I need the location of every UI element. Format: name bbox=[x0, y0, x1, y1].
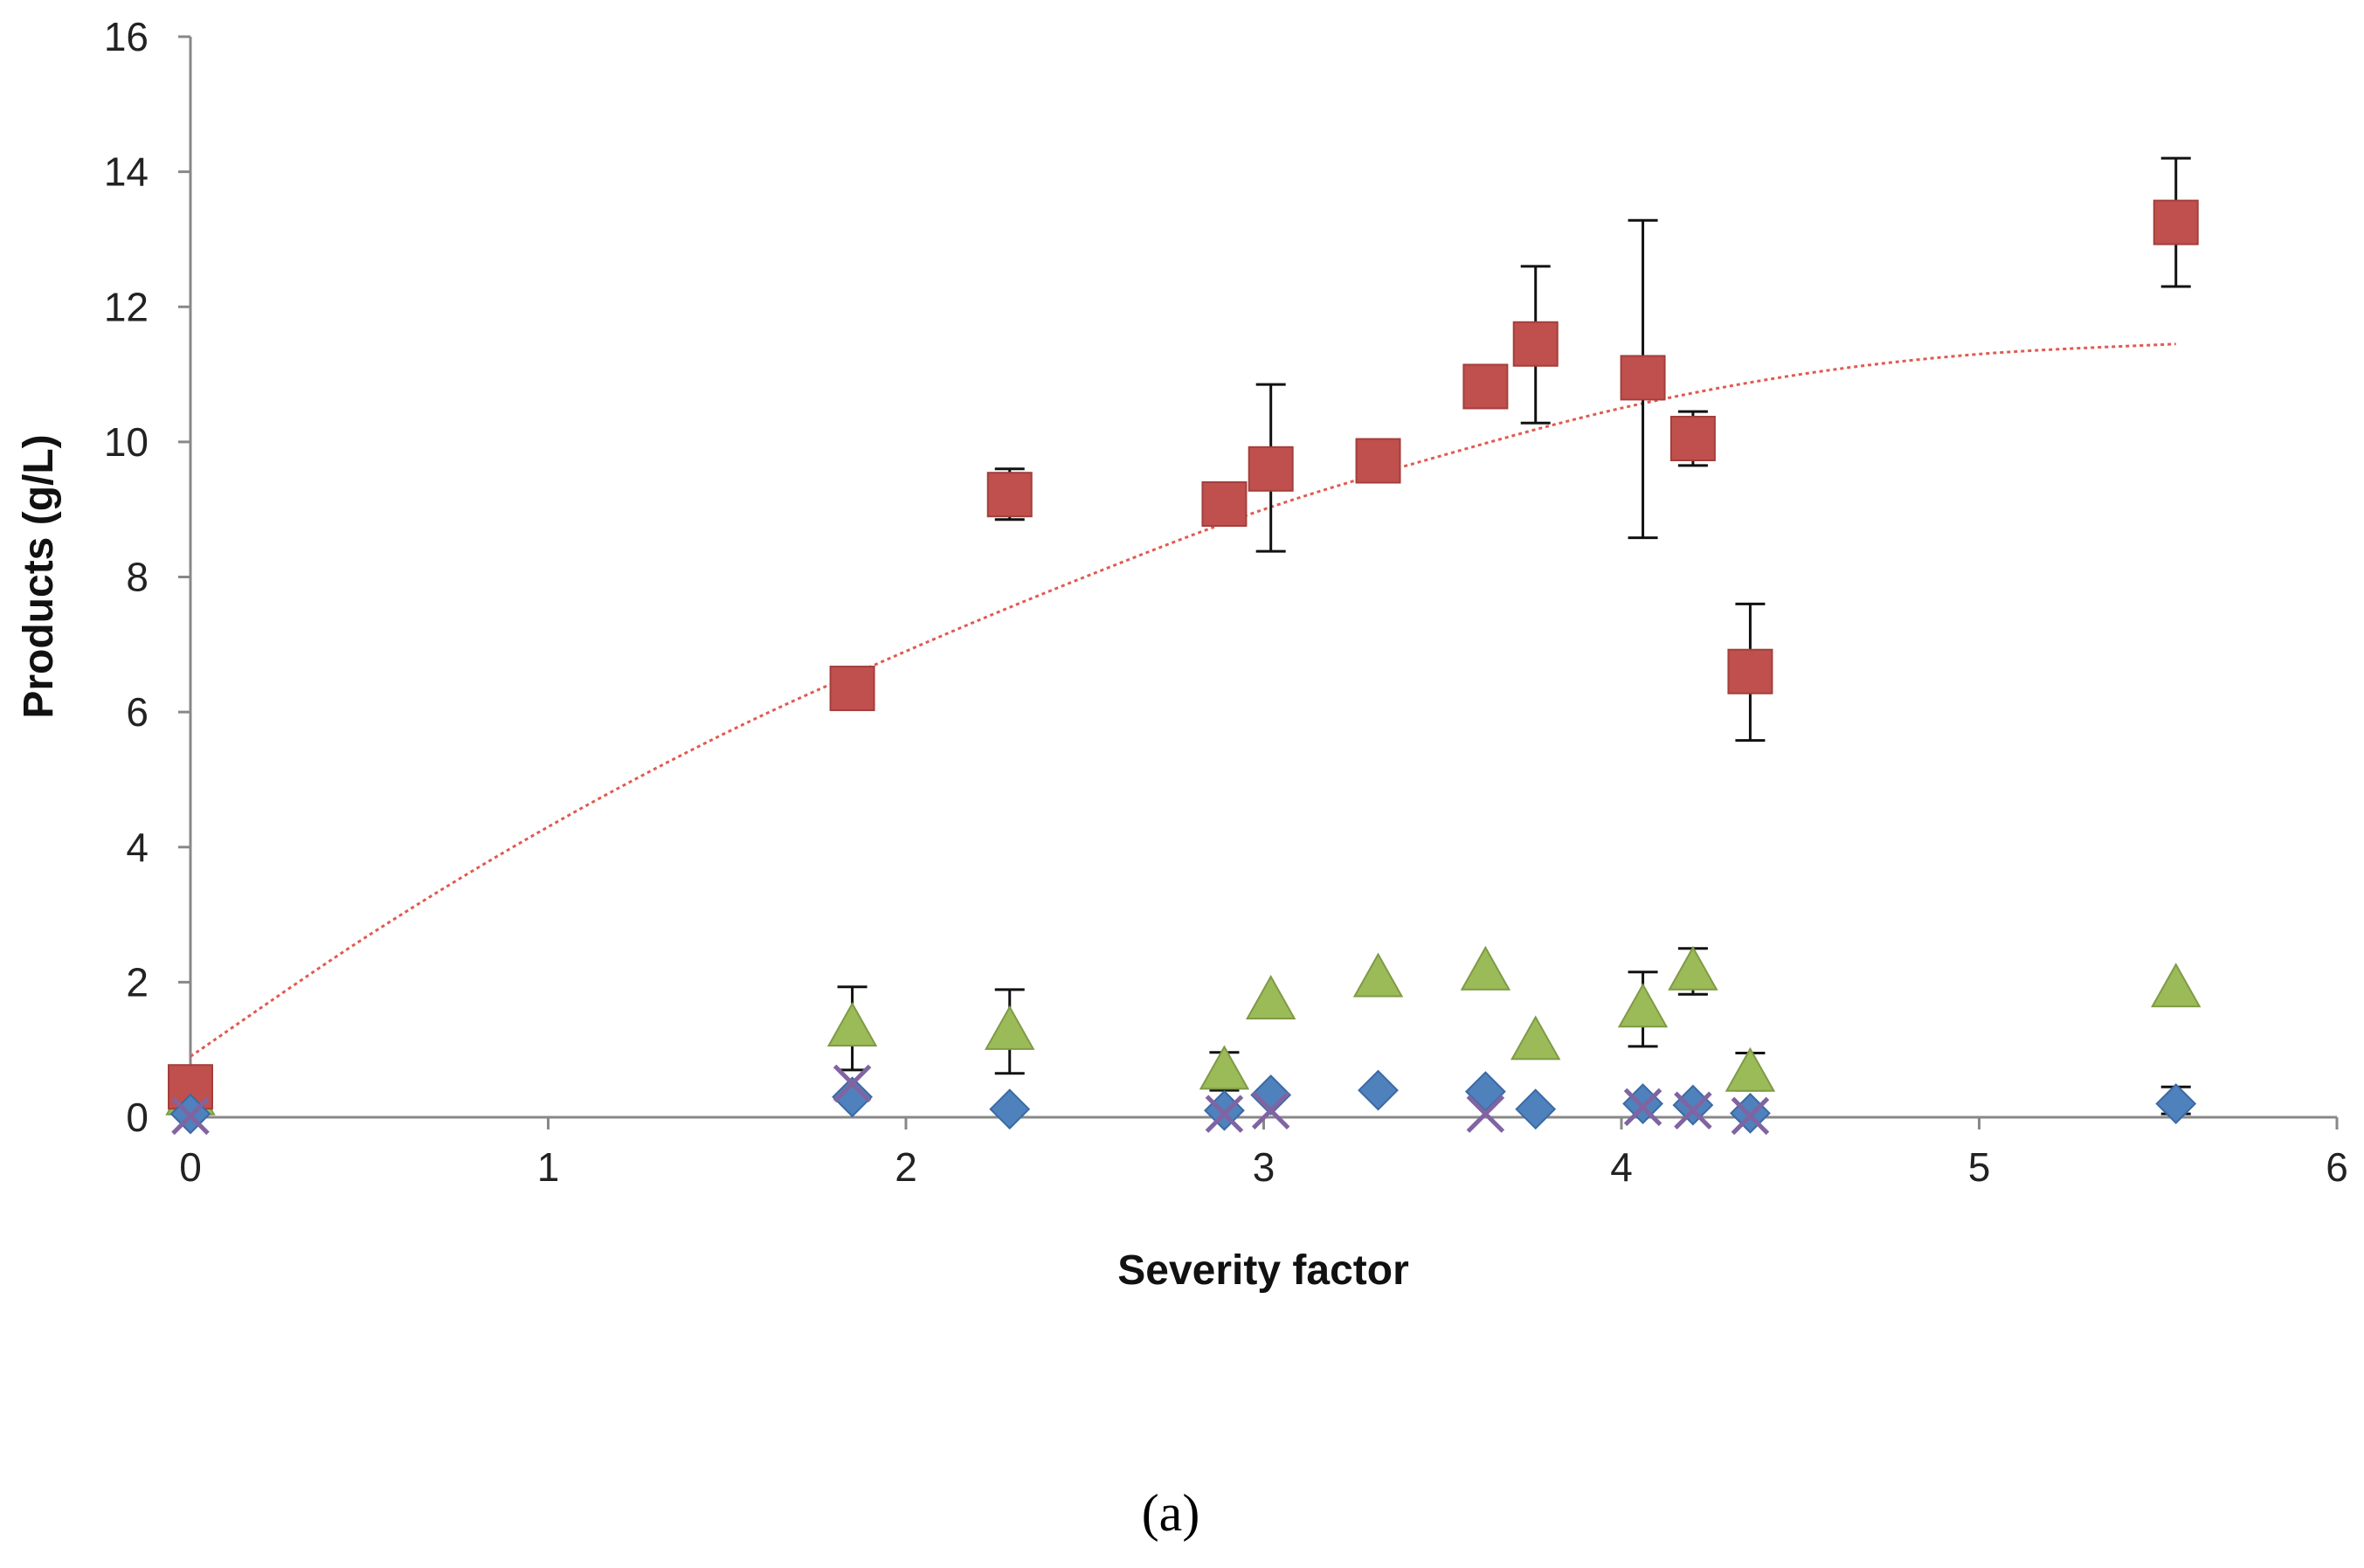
diamond-point bbox=[1515, 1088, 1557, 1130]
square-point bbox=[1355, 438, 1401, 484]
triangle-point bbox=[2151, 963, 2202, 1008]
square-point bbox=[829, 666, 875, 712]
y-ticks: 0 2 4 6 8 10 12 14 16 bbox=[104, 14, 190, 1140]
square-point bbox=[1727, 648, 1773, 694]
trendline-layer bbox=[190, 342, 2176, 1058]
square-point bbox=[1669, 416, 1716, 462]
cross-stroke bbox=[1623, 1088, 1662, 1127]
cross-point bbox=[1731, 1096, 1770, 1136]
x-axis-title: Severity factor bbox=[1117, 1247, 1409, 1294]
triangle-point bbox=[1668, 945, 1718, 991]
square-point bbox=[1512, 321, 1559, 367]
cross-stroke bbox=[1205, 1095, 1244, 1133]
cross-point bbox=[1623, 1088, 1662, 1127]
cross-point bbox=[1205, 1095, 1244, 1133]
square-point bbox=[1248, 446, 1294, 492]
y-tick-label: 12 bbox=[104, 284, 149, 329]
figure-caption: (a) bbox=[1142, 1484, 1200, 1542]
x-tick-label: 3 bbox=[1253, 1144, 1275, 1190]
cross-point bbox=[1251, 1091, 1290, 1130]
cross-point bbox=[1466, 1095, 1505, 1133]
y-tick-label: 14 bbox=[104, 149, 149, 195]
x-tick-label: 5 bbox=[1968, 1144, 1991, 1190]
triangle-point bbox=[1510, 1015, 1561, 1060]
cross-stroke bbox=[1251, 1091, 1290, 1130]
triangle-point bbox=[1460, 945, 1511, 991]
diamond-point bbox=[1358, 1069, 1399, 1111]
y-tick-label: 0 bbox=[126, 1095, 149, 1140]
diamond-point bbox=[1204, 1089, 1245, 1131]
cross-point bbox=[171, 1096, 210, 1136]
trendline bbox=[190, 342, 2176, 1058]
triangle-point bbox=[1617, 983, 1669, 1028]
x-tick-label: 1 bbox=[537, 1144, 560, 1190]
y-tick-label: 2 bbox=[126, 959, 149, 1005]
x-tick-label: 2 bbox=[895, 1144, 917, 1190]
diamond-point bbox=[1250, 1074, 1292, 1116]
triangle-point bbox=[1725, 1046, 1776, 1092]
cross-stroke bbox=[1674, 1091, 1712, 1130]
error-bars bbox=[837, 156, 2191, 1116]
triangle-point bbox=[1352, 952, 1404, 998]
square-point bbox=[986, 472, 1033, 518]
cross-stroke bbox=[1466, 1095, 1505, 1133]
square-point bbox=[1462, 363, 1509, 410]
x-tick-label: 4 bbox=[1610, 1144, 1633, 1190]
x-tick-label: 0 bbox=[179, 1144, 202, 1190]
diamond-point bbox=[2155, 1083, 2197, 1124]
x-ticks: 0 1 2 3 4 5 6 bbox=[179, 1117, 2348, 1190]
square-point bbox=[1201, 481, 1248, 528]
cross-stroke bbox=[171, 1096, 210, 1136]
triangle-point bbox=[826, 1001, 878, 1046]
y-tick-label: 10 bbox=[104, 419, 149, 465]
diamond-point bbox=[832, 1076, 873, 1118]
markers bbox=[165, 199, 2202, 1136]
square-point bbox=[2153, 199, 2199, 245]
y-tick-label: 4 bbox=[126, 825, 149, 870]
x-tick-label: 6 bbox=[2326, 1144, 2348, 1190]
axes bbox=[189, 37, 2337, 1119]
square-point bbox=[1620, 355, 1666, 401]
y-tick-label: 16 bbox=[104, 14, 149, 59]
cross-point bbox=[833, 1064, 872, 1103]
cross-stroke bbox=[1731, 1096, 1770, 1136]
y-axis-title: Products (g/L) bbox=[16, 434, 62, 718]
cross-stroke bbox=[833, 1064, 872, 1103]
triangle-point bbox=[985, 1005, 1035, 1050]
y-tick-label: 6 bbox=[126, 689, 149, 735]
y-tick-label: 8 bbox=[126, 555, 149, 600]
triangle-point bbox=[1199, 1045, 1250, 1090]
diamond-point bbox=[1464, 1071, 1506, 1113]
cross-point bbox=[1674, 1091, 1712, 1130]
triangle-point bbox=[1245, 974, 1296, 1020]
diamond-point bbox=[989, 1088, 1031, 1130]
